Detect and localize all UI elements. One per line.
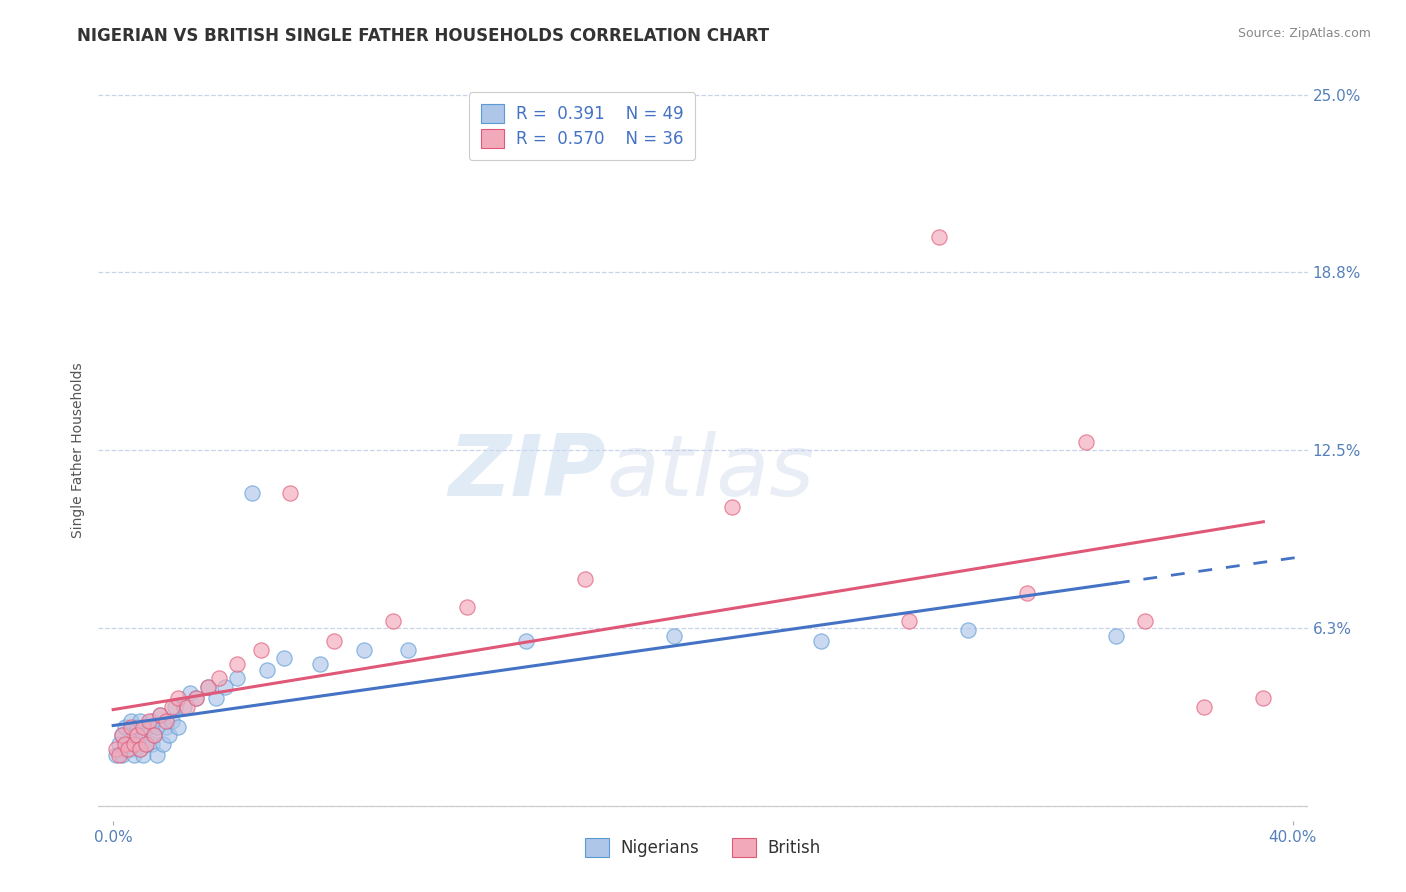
Point xyxy=(141,737,163,751)
Point xyxy=(1135,615,1157,629)
Point xyxy=(240,486,263,500)
Point xyxy=(135,737,157,751)
Point xyxy=(131,748,153,763)
Point xyxy=(120,742,142,756)
Point xyxy=(249,642,271,657)
Point xyxy=(184,691,207,706)
Point xyxy=(105,742,128,756)
Point xyxy=(810,634,832,648)
Y-axis label: Single Father Households: Single Father Households xyxy=(72,363,86,538)
Legend: Nigerians, British: Nigerians, British xyxy=(579,831,827,864)
Point xyxy=(160,714,183,728)
Point xyxy=(396,642,419,657)
Point xyxy=(125,720,148,734)
Point xyxy=(515,634,537,648)
Point xyxy=(120,720,142,734)
Point xyxy=(128,742,150,756)
Point xyxy=(721,500,744,515)
Point xyxy=(155,714,177,728)
Point xyxy=(157,728,180,742)
Point xyxy=(278,486,301,500)
Point xyxy=(382,615,405,629)
Point xyxy=(111,728,134,742)
Point xyxy=(146,748,169,763)
Point xyxy=(456,600,478,615)
Text: NIGERIAN VS BRITISH SINGLE FATHER HOUSEHOLDS CORRELATION CHART: NIGERIAN VS BRITISH SINGLE FATHER HOUSEH… xyxy=(77,27,769,45)
Point xyxy=(114,737,136,751)
Point xyxy=(114,742,136,756)
Point xyxy=(273,651,295,665)
Point xyxy=(308,657,330,671)
Text: ZIP: ZIP xyxy=(449,431,606,514)
Text: Source: ZipAtlas.com: Source: ZipAtlas.com xyxy=(1237,27,1371,40)
Point xyxy=(1194,699,1216,714)
Point xyxy=(160,699,183,714)
Point xyxy=(122,728,145,742)
Point xyxy=(128,714,150,728)
Point xyxy=(197,680,219,694)
Point xyxy=(1076,434,1098,449)
Point xyxy=(120,714,142,728)
Point xyxy=(141,714,163,728)
Point xyxy=(122,748,145,763)
Point xyxy=(226,657,249,671)
Point xyxy=(143,728,166,742)
Point xyxy=(111,728,134,742)
Point xyxy=(122,737,145,751)
Point xyxy=(662,629,685,643)
Point xyxy=(128,742,150,756)
Point xyxy=(353,642,375,657)
Point xyxy=(167,691,190,706)
Point xyxy=(214,680,236,694)
Point xyxy=(957,623,980,637)
Point xyxy=(167,720,190,734)
Point xyxy=(184,691,207,706)
Point xyxy=(165,699,187,714)
Point xyxy=(146,720,169,734)
Point xyxy=(131,720,153,734)
Point xyxy=(898,615,921,629)
Point xyxy=(155,720,177,734)
Point xyxy=(208,671,231,685)
Point xyxy=(108,748,131,763)
Point xyxy=(138,714,160,728)
Point xyxy=(105,748,128,763)
Point xyxy=(205,691,228,706)
Point xyxy=(149,708,172,723)
Point xyxy=(143,728,166,742)
Point xyxy=(125,737,148,751)
Point xyxy=(226,671,249,685)
Point xyxy=(323,634,346,648)
Point xyxy=(176,699,198,714)
Point xyxy=(108,737,131,751)
Point xyxy=(197,680,219,694)
Point xyxy=(135,737,157,751)
Point xyxy=(256,663,278,677)
Point xyxy=(928,230,950,244)
Point xyxy=(1105,629,1128,643)
Point xyxy=(173,699,195,714)
Text: atlas: atlas xyxy=(606,431,814,514)
Point xyxy=(117,737,139,751)
Point xyxy=(179,685,201,699)
Point xyxy=(114,720,136,734)
Point xyxy=(131,728,153,742)
Point xyxy=(138,720,160,734)
Point xyxy=(152,737,174,751)
Point xyxy=(1253,691,1275,706)
Point xyxy=(111,748,134,763)
Point xyxy=(574,572,596,586)
Point xyxy=(1017,586,1039,600)
Point xyxy=(125,728,148,742)
Point xyxy=(117,742,139,756)
Point xyxy=(149,708,172,723)
